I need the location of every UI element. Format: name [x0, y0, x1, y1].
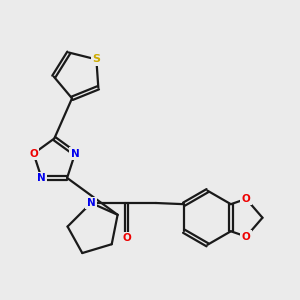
Text: O: O: [242, 232, 250, 242]
Text: S: S: [92, 54, 101, 64]
Text: N: N: [87, 198, 95, 208]
Text: O: O: [122, 233, 131, 243]
Text: O: O: [242, 194, 250, 204]
Text: O: O: [29, 148, 38, 159]
Text: N: N: [71, 148, 80, 159]
Text: N: N: [37, 173, 46, 183]
